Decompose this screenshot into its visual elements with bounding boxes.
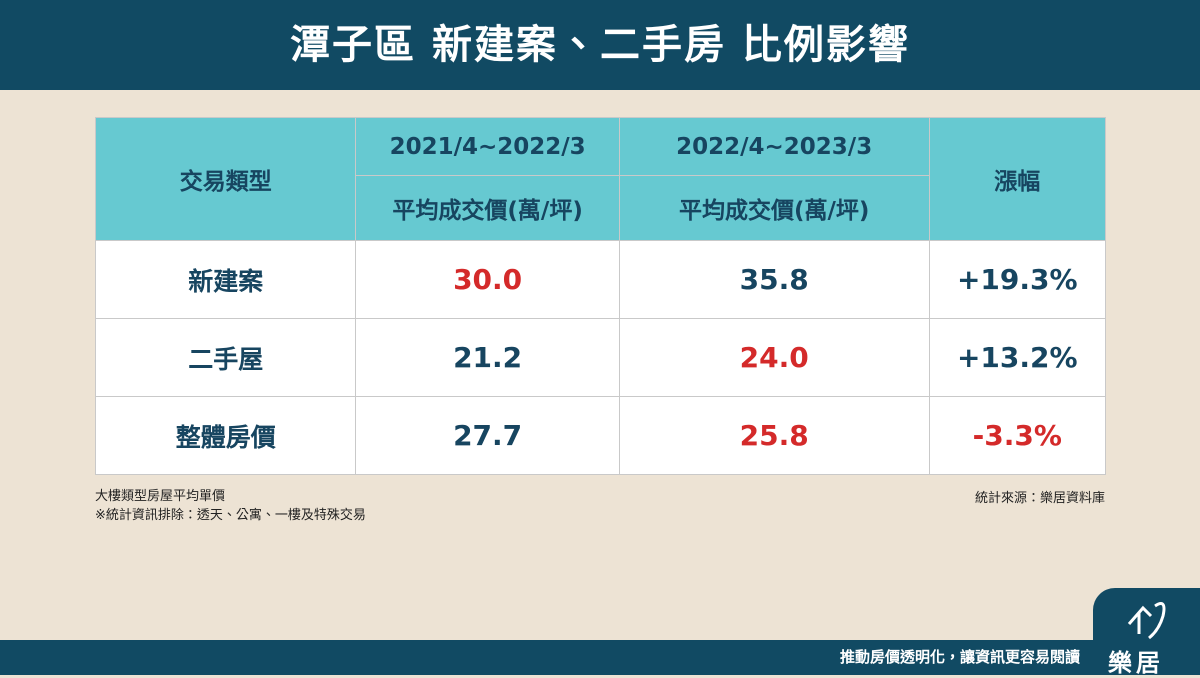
price-cell: 35.8 bbox=[618, 240, 930, 319]
note: ※統計資訊排除：透天、公寓、一樓及特殊交易 bbox=[95, 508, 366, 523]
footer-bar: 推動房價透明化，讓資訊更容易閱讀 bbox=[0, 640, 1200, 675]
price-cell: 24.0 bbox=[618, 318, 930, 397]
title: 潭子區 新建案、二手房 比例影響 bbox=[290, 22, 910, 68]
corner-header: 交易類型 bbox=[94, 117, 357, 241]
row-label: 新建案 bbox=[94, 240, 357, 319]
subheader-row: 平均成交價(萬/坪) 平均成交價(萬/坪) bbox=[96, 175, 1106, 241]
logo-tab bbox=[1093, 588, 1200, 675]
price-cell: 25.8 bbox=[618, 396, 930, 475]
subheader: 平均成交價(萬/坪) bbox=[355, 175, 620, 241]
price-table: 交易類型 2021/4~2022/3 2022/4~2023/3 漲幅 平均成交… bbox=[94, 117, 1107, 475]
subheader: 平均成交價(萬/坪) bbox=[618, 175, 930, 241]
row-label: 整體房價 bbox=[94, 396, 357, 475]
header-bar: 潭子區 新建案、二手房 比例影響 bbox=[0, 0, 1200, 90]
price-cell: 30.0 bbox=[355, 240, 620, 319]
change-cell: -3.3% bbox=[928, 396, 1107, 475]
row: 整體房價 27.7 25.8 -3.3% bbox=[94, 396, 1107, 475]
change-cell: +13.2% bbox=[928, 318, 1107, 397]
change-header: 漲幅 bbox=[928, 117, 1107, 241]
row: 新建案 30.0 35.8 +19.3% bbox=[94, 240, 1107, 319]
logo-mark bbox=[1127, 602, 1166, 640]
source: 統計來源：樂居資料庫 bbox=[974, 491, 1105, 506]
period-header: 2021/4~2022/3 bbox=[355, 117, 620, 176]
slogan: 推動房價透明化，讓資訊更容易閱讀 bbox=[839, 648, 1080, 666]
row-label: 二手屋 bbox=[94, 318, 357, 397]
row: 二手屋 21.2 24.0 +13.2% bbox=[94, 318, 1107, 397]
note: 大樓類型房屋平均單價 bbox=[95, 489, 226, 504]
logo-text: 樂居 bbox=[1108, 649, 1164, 677]
period-header: 2022/4~2023/3 bbox=[618, 117, 930, 176]
price-cell: 21.2 bbox=[355, 318, 620, 397]
notes: 大樓類型房屋平均單價 ※統計資訊排除：透天、公寓、一樓及特殊交易 bbox=[95, 487, 366, 525]
change-cell: +19.3% bbox=[928, 240, 1107, 319]
price-cell: 27.7 bbox=[355, 396, 620, 475]
header-row: 交易類型 2021/4~2022/3 2022/4~2023/3 漲幅 bbox=[94, 117, 1107, 241]
